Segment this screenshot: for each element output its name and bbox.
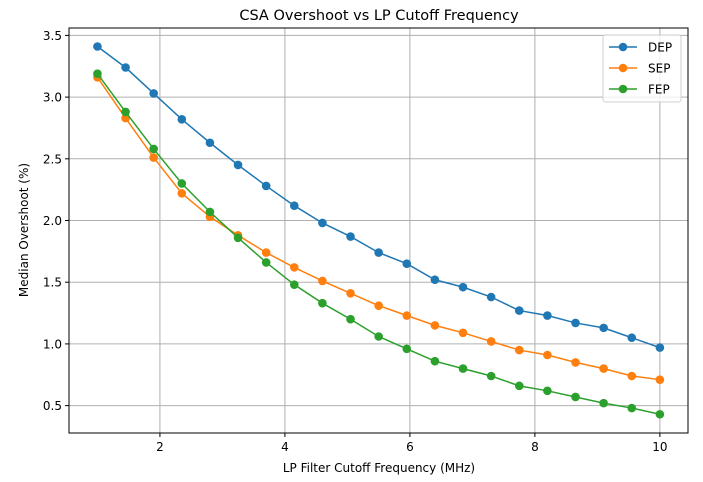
data-point-sep [374, 301, 383, 310]
data-point-fep [571, 392, 580, 402]
data-point-dep [121, 63, 130, 72]
chart-title: CSA Overshoot vs LP Cutoff Frequency [239, 8, 519, 24]
data-point-sep [571, 358, 580, 367]
y-axis-label: Median Overshoot (%) [17, 163, 31, 297]
legend-item-dep: DEP [609, 41, 672, 55]
legend-marker [618, 42, 628, 52]
x-tick-label: 6 [406, 440, 414, 454]
data-point-sep [402, 311, 412, 320]
data-point-sep [543, 350, 552, 360]
data-point-sep [149, 153, 158, 162]
y-tick-label: 1.0 [43, 337, 62, 351]
y-tick-label: 3.5 [43, 29, 62, 43]
data-point-sep [486, 337, 496, 346]
data-point-fep [543, 386, 552, 396]
legend-marker [618, 63, 628, 73]
x-tick-label: 4 [281, 440, 289, 454]
data-point-fep [458, 364, 468, 373]
data-point-dep [318, 218, 327, 228]
data-point-sep [177, 189, 187, 198]
data-point-fep [346, 314, 355, 324]
data-point-sep [655, 375, 665, 384]
data-point-dep [430, 275, 440, 285]
data-point-fep [655, 409, 665, 419]
data-point-dep [402, 259, 412, 268]
grid-lines [69, 28, 688, 433]
legend-item-fep: FEP [609, 83, 670, 97]
data-point-dep [571, 318, 580, 328]
legend-marker [618, 84, 628, 94]
data-point-sep [514, 345, 524, 355]
data-point-sep [458, 328, 468, 338]
data-point-sep [289, 263, 299, 272]
data-point-dep [655, 343, 665, 352]
series-dep [93, 42, 665, 352]
data-point-fep [261, 258, 271, 267]
data-point-dep [346, 232, 355, 241]
data-point-sep [599, 364, 608, 373]
data-point-sep [318, 276, 327, 286]
data-point-dep [627, 333, 637, 343]
y-tick-label: 0.5 [43, 399, 62, 413]
x-axis-label: LP Filter Cutoff Frequency (MHz) [283, 461, 475, 475]
data-point-fep [233, 233, 243, 243]
data-point-fep [627, 403, 637, 413]
series-layer [93, 42, 665, 419]
data-point-fep [93, 69, 102, 78]
data-point-dep [261, 181, 271, 191]
data-point-dep [149, 89, 158, 98]
data-point-fep [402, 344, 412, 354]
data-point-fep [318, 298, 327, 308]
data-point-dep [599, 323, 608, 333]
legend-label: FEP [648, 83, 670, 97]
data-point-dep [233, 160, 243, 170]
legend: DEP SEP FEP [602, 34, 682, 103]
data-point-fep [374, 332, 383, 341]
axes-frame [68, 27, 689, 434]
legend-label: SEP [648, 62, 670, 76]
data-point-dep [289, 201, 299, 210]
data-point-sep [430, 321, 440, 330]
y-tick-label: 2.5 [43, 152, 62, 166]
y-tick-label: 1.5 [43, 276, 62, 290]
y-tick-label: 2.0 [43, 214, 62, 228]
data-point-fep [514, 381, 524, 391]
ticks: 2 4 6 8 10 0.5 1.0 1.5 2.0 2.5 3.0 3.5 [43, 29, 668, 454]
legend-label: DEP [648, 41, 672, 55]
data-point-fep [177, 179, 187, 188]
data-point-fep [289, 280, 299, 289]
data-point-fep [486, 371, 496, 381]
data-point-sep [261, 248, 271, 257]
data-point-fep [599, 398, 608, 408]
x-tick-label: 2 [156, 440, 164, 454]
data-point-fep [430, 356, 440, 366]
series-sep [93, 73, 665, 384]
data-point-fep [205, 207, 215, 217]
x-tick-label: 8 [531, 440, 539, 454]
legend-item-sep: SEP [609, 62, 670, 76]
data-point-dep [177, 115, 187, 124]
data-point-dep [543, 311, 552, 320]
series-fep [93, 69, 665, 419]
data-point-dep [514, 306, 524, 315]
data-point-dep [458, 282, 468, 292]
data-point-fep [121, 107, 130, 117]
y-tick-label: 3.0 [43, 91, 62, 105]
data-point-dep [205, 138, 215, 148]
data-point-dep [374, 248, 383, 257]
data-point-dep [486, 292, 496, 302]
data-point-dep [93, 42, 102, 51]
data-point-sep [346, 289, 355, 298]
data-point-sep [627, 371, 637, 381]
x-tick-label: 10 [652, 440, 667, 454]
data-point-fep [149, 144, 158, 154]
